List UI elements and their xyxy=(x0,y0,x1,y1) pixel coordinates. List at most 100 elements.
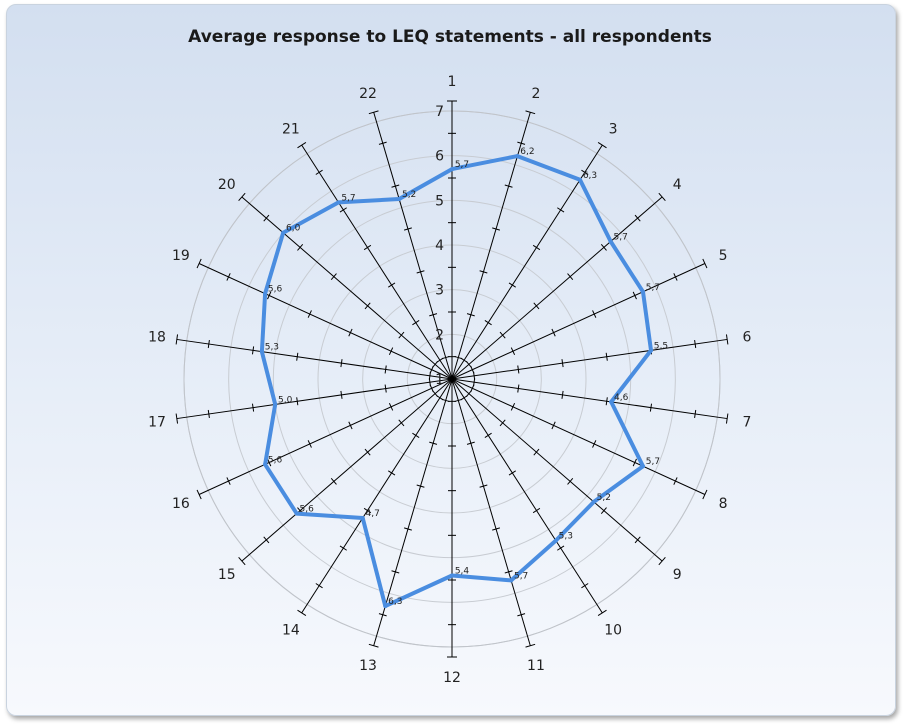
tick-7-246 xyxy=(694,409,697,418)
category-label-1: 1 xyxy=(448,74,457,90)
tick-21-156 xyxy=(363,244,372,251)
tick-4-278 xyxy=(658,192,666,202)
tick-17-246 xyxy=(207,409,210,418)
tick-14-67 xyxy=(412,432,420,438)
category-label-21: 21 xyxy=(282,121,300,137)
tick-19-67 xyxy=(388,347,394,356)
data-label-12: 5,4 xyxy=(455,567,470,577)
tick-7-67 xyxy=(517,384,520,393)
tick-19-201 xyxy=(267,291,272,300)
spoke-6 xyxy=(451,338,728,380)
data-label-10: 5,3 xyxy=(559,532,573,542)
category-label-12: 12 xyxy=(443,670,461,686)
spoke-3 xyxy=(451,144,603,380)
category-label-4: 4 xyxy=(673,177,682,193)
data-label-11: 5,7 xyxy=(514,571,528,581)
data-label-19: 5,6 xyxy=(268,285,283,295)
tick-8-246 xyxy=(673,477,678,485)
tick-18-112 xyxy=(340,359,343,368)
spoke-11 xyxy=(451,378,531,646)
data-label-17: 5,0 xyxy=(278,395,293,405)
tick-18-201 xyxy=(251,346,255,355)
tick-11-67 xyxy=(466,441,475,445)
category-label-7: 7 xyxy=(743,414,752,430)
tick-10-156 xyxy=(532,507,541,514)
tick-6-67 xyxy=(517,365,520,374)
axis-ticks xyxy=(175,100,729,658)
tick-2-112 xyxy=(479,270,488,274)
tick-2-246 xyxy=(517,141,526,145)
data-label-20: 6,0 xyxy=(286,224,301,234)
tick-22-201 xyxy=(391,184,400,188)
tick-4-246 xyxy=(634,214,641,222)
ring-label-2: 2 xyxy=(435,327,444,343)
category-label-3: 3 xyxy=(609,121,618,137)
tick-4-201 xyxy=(600,244,607,251)
tick-7-278 xyxy=(725,413,729,424)
data-point-10 xyxy=(553,538,558,543)
tick-3-67 xyxy=(484,320,492,326)
spoke-13 xyxy=(373,378,453,646)
data-point-14 xyxy=(360,516,365,521)
tick-16-278 xyxy=(196,489,202,500)
tick-19-112 xyxy=(348,328,353,337)
tick-21-112 xyxy=(387,282,396,288)
tick-5-112 xyxy=(551,328,556,337)
tick-3-201 xyxy=(557,207,565,213)
spoke-5 xyxy=(451,263,706,380)
category-label-9: 9 xyxy=(673,567,682,583)
ring-label-1: 1 xyxy=(435,372,444,388)
tick-20-156 xyxy=(330,273,337,280)
tick-10-278 xyxy=(597,609,607,616)
tick-11-112 xyxy=(479,484,488,488)
tick-14-201 xyxy=(339,545,347,551)
tick-21-67 xyxy=(412,320,420,326)
category-label-16: 16 xyxy=(172,496,190,512)
tick-17-201 xyxy=(251,403,255,412)
tick-19-156 xyxy=(307,310,312,318)
tick-13-112 xyxy=(416,484,425,488)
tick-2-156 xyxy=(492,227,501,231)
tick-7-201 xyxy=(649,403,653,412)
tick-20-67 xyxy=(398,331,405,339)
data-point-17 xyxy=(273,402,278,407)
data-point-16 xyxy=(263,462,268,467)
tick-16-201 xyxy=(267,458,272,467)
tick-11-246 xyxy=(517,613,526,617)
spoke-20 xyxy=(241,196,453,380)
data-label-2: 6,2 xyxy=(520,147,534,157)
tick-10-67 xyxy=(484,432,492,438)
tick-20-278 xyxy=(238,192,246,202)
tick-10-246 xyxy=(581,583,589,589)
data-series xyxy=(259,154,653,609)
tick-22-67 xyxy=(429,313,438,317)
tick-8-278 xyxy=(702,489,708,500)
tick-20-201 xyxy=(297,244,304,251)
tick-15-278 xyxy=(238,556,246,566)
tick-13-156 xyxy=(403,527,412,531)
tick-3-278 xyxy=(597,142,607,149)
data-label-7: 4,6 xyxy=(614,393,629,403)
data-label-4: 5,7 xyxy=(613,233,627,243)
tick-19-246 xyxy=(226,273,231,281)
tick-15-156 xyxy=(330,478,337,485)
data-label-6: 5,5 xyxy=(654,341,668,351)
category-label-22: 22 xyxy=(359,86,377,102)
tick-11-156 xyxy=(492,527,501,531)
tick-21-278 xyxy=(297,142,307,149)
data-label-15: 5,6 xyxy=(300,505,315,515)
tick-8-201 xyxy=(632,458,637,467)
category-label-6: 6 xyxy=(743,330,752,346)
tick-22-112 xyxy=(416,270,425,274)
tick-18-156 xyxy=(296,352,299,361)
tick-18-67 xyxy=(384,365,387,374)
data-label-22: 5,2 xyxy=(402,190,416,200)
data-point-1 xyxy=(450,167,454,172)
spoke-18 xyxy=(176,338,453,380)
category-label-13: 13 xyxy=(359,658,377,674)
tick-16-156 xyxy=(307,440,312,448)
tick-3-156 xyxy=(532,244,541,251)
tick-20-246 xyxy=(263,214,270,222)
tick-20-112 xyxy=(364,302,371,310)
